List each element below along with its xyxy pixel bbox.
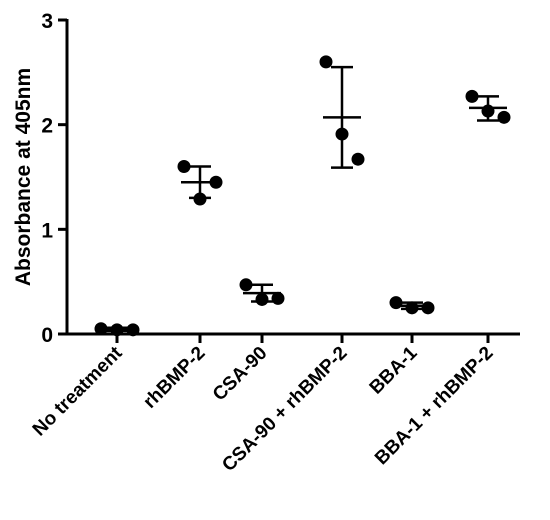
data-point-5-2 [497, 110, 511, 124]
data-point-2-0 [239, 278, 253, 292]
y-tick-label-2: 2 [41, 115, 53, 138]
data-point-1-0 [177, 160, 191, 174]
y-axis: 0 1 2 3 [41, 10, 69, 347]
y-tick-label-3: 3 [41, 10, 53, 33]
data-point-5-0 [465, 89, 479, 103]
data-point-3-0 [319, 55, 333, 69]
y-axis-title: Absorbance at 405nm [12, 68, 35, 286]
plot-area [94, 55, 511, 337]
data-point-3-1 [335, 127, 349, 141]
data-point-0-2 [126, 323, 140, 337]
data-point-4-0 [389, 296, 403, 310]
group-4 [389, 296, 435, 315]
data-point-4-1 [405, 301, 419, 315]
data-point-2-2 [271, 291, 285, 305]
data-point-2-1 [255, 292, 269, 306]
x-category-label-2: CSA-90 [209, 343, 272, 406]
y-ticks: 0 1 2 3 [41, 10, 67, 347]
data-point-1-2 [209, 175, 223, 189]
data-point-1-1 [193, 192, 207, 206]
data-point-0-0 [94, 322, 108, 336]
x-category-label-1: rhBMP-2 [139, 343, 209, 413]
group-3 [319, 55, 365, 169]
data-point-5-1 [481, 104, 495, 118]
group-0 [94, 322, 140, 337]
y-tick-label-0: 0 [41, 324, 53, 347]
group-2 [239, 278, 285, 306]
group-1 [177, 160, 223, 206]
data-point-4-2 [421, 301, 435, 315]
data-point-0-1 [110, 323, 124, 337]
x-category-label-4: BBA-1 [366, 342, 422, 398]
group-5 [465, 89, 511, 124]
x-category-label-0: No treatment [29, 342, 127, 440]
y-tick-label-1: 1 [41, 219, 53, 242]
data-point-3-2 [351, 152, 365, 166]
